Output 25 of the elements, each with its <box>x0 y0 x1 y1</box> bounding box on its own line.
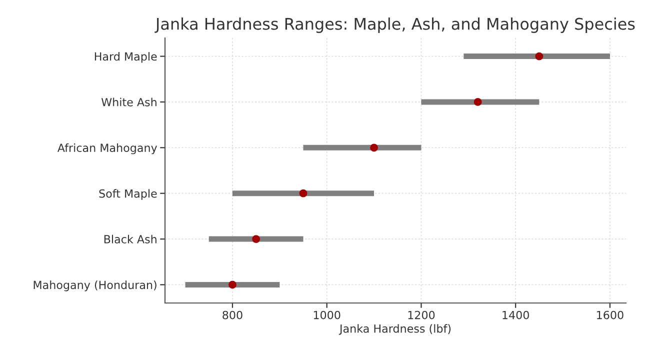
x-tick-label: 1200 <box>408 310 435 320</box>
bar <box>421 99 540 105</box>
point <box>535 52 544 60</box>
point <box>474 98 482 106</box>
point <box>228 280 236 289</box>
bar <box>232 190 374 196</box>
y-tick-label: Soft Maple <box>99 189 157 200</box>
y-tick-label: Black Ash <box>104 234 156 244</box>
y-tick-label: African Mahogany <box>57 143 158 154</box>
point <box>299 189 308 198</box>
chart-title: Janka Hardness Ranges: Maple, Ash, and Mahogany Species <box>154 18 635 33</box>
bar <box>303 144 422 150</box>
x-tick-label: 1400 <box>502 310 529 320</box>
point <box>370 144 378 152</box>
x-tick-label: 800 <box>222 310 242 320</box>
point <box>252 235 260 243</box>
y-tick-label: Mahogany (Honduran) <box>34 280 156 292</box>
x-axis-title: Janka Hardness (lbf) <box>338 324 451 335</box>
x-tick-label: 1600 <box>597 310 624 320</box>
bar <box>185 282 280 288</box>
x-tick-label: 1000 <box>314 310 340 320</box>
bar <box>208 236 304 242</box>
y-tick-label: Hard Maple <box>94 52 157 63</box>
y-tick-label: White Ash <box>101 98 156 106</box>
bar <box>464 54 610 60</box>
